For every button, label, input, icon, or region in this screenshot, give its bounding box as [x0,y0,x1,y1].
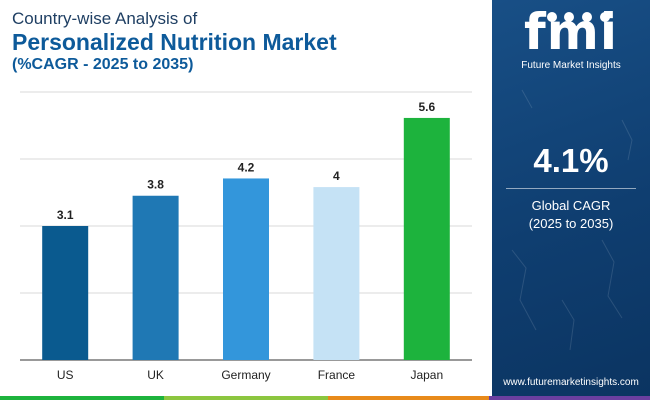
bottom-bar-purple [489,396,650,400]
chart-header: Country-wise Analysis of Personalized Nu… [12,8,482,75]
bar-france [313,187,360,360]
x-tick-label-japan: Japan [410,368,443,382]
background-texture [511,89,633,351]
global-cagr-label: Global CAGR (2025 to 2035) [492,197,650,233]
website-url: www.futuremarketinsights.com [503,377,639,388]
x-tick-label-france: France [318,368,356,382]
chart-subtitle: (%CAGR - 2025 to 2035) [12,56,194,73]
bar-japan [403,117,450,360]
data-label-france: 4 [333,169,340,183]
x-tick-label-germany: Germany [221,368,270,382]
bar-us [42,226,89,360]
x-tick-label-us: US [57,368,74,382]
bottom-bar-green [0,396,164,400]
data-label-germany: 4.2 [238,160,255,174]
chart-title-line2: Personalized Nutrition Market [12,29,337,55]
data-label-japan: 5.6 [418,100,435,114]
x-tick-label-uk: UK [147,368,164,382]
chart-title-line1: Country-wise Analysis of [12,9,198,28]
bar-germany [223,178,269,360]
bar-uk [132,195,179,360]
global-cagr-value: 4.1% [533,142,609,179]
bottom-bar-orange [328,396,489,400]
data-label-us: 3.1 [57,208,74,222]
logo-icons [547,12,610,22]
global-cagr-label-line1: Global CAGR [531,198,611,213]
bottom-bar-lime [164,396,328,400]
data-label-uk: 3.8 [147,178,164,192]
global-cagr-label-line2: (2025 to 2035) [528,216,614,231]
logo-text: Future Market Insights [521,60,621,71]
sidebar-panel: fmi Future Market Insights 4.1% Global C… [492,0,650,400]
bar-chart: 3.1 US 3.8 UK 4.2 Germany 4 France 5.6 Japan [20,91,472,382]
company-logo: fmi Future Market Insights [492,6,650,71]
cagr-divider [506,188,636,189]
